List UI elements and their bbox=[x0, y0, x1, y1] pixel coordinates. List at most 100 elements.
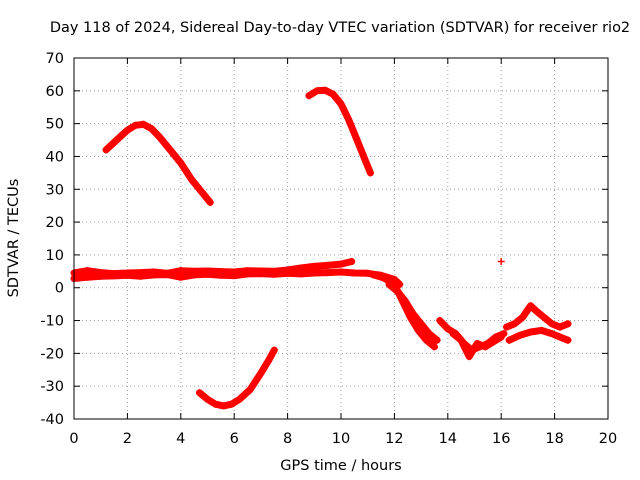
x-tick-label: 4 bbox=[176, 431, 185, 447]
data-point bbox=[110, 272, 118, 280]
data-point bbox=[353, 136, 361, 144]
y-tick-label: 70 bbox=[46, 51, 64, 67]
data-point bbox=[556, 323, 564, 331]
y-tick-label: 10 bbox=[46, 248, 64, 264]
x-tick-label: 20 bbox=[599, 431, 617, 447]
data-point bbox=[244, 270, 252, 278]
data-point bbox=[123, 271, 131, 279]
data-point bbox=[139, 120, 147, 128]
data-point bbox=[270, 346, 278, 354]
data-point bbox=[198, 189, 206, 197]
y-tick-label: 40 bbox=[46, 149, 64, 165]
data-point bbox=[385, 280, 393, 288]
y-tick-label: 0 bbox=[55, 281, 64, 297]
data-point bbox=[497, 333, 505, 341]
grid-lines bbox=[74, 58, 608, 419]
data-point bbox=[401, 297, 409, 305]
x-tick-label: 18 bbox=[545, 431, 563, 447]
data-point bbox=[150, 271, 158, 279]
data-point bbox=[564, 320, 572, 328]
data-point bbox=[83, 273, 91, 281]
x-tick-label: 14 bbox=[439, 431, 457, 447]
data-point bbox=[393, 287, 401, 295]
data-point bbox=[177, 273, 185, 281]
series-arc-peak-60 bbox=[305, 86, 374, 177]
x-tick-label: 10 bbox=[332, 431, 350, 447]
data-point bbox=[204, 395, 211, 403]
data-point bbox=[163, 271, 171, 279]
data-point bbox=[310, 262, 318, 270]
y-tick-label: -30 bbox=[40, 379, 64, 395]
data-point bbox=[369, 271, 377, 279]
data-point bbox=[155, 133, 163, 141]
data-point bbox=[564, 336, 572, 344]
x-tick-label: 6 bbox=[230, 431, 239, 447]
data-point bbox=[436, 317, 444, 325]
data-point bbox=[190, 271, 198, 279]
data-points bbox=[70, 86, 572, 410]
y-axis-label: SDTVAR / TECUs bbox=[6, 179, 22, 298]
data-point bbox=[147, 125, 155, 133]
data-point bbox=[212, 400, 220, 408]
data-point bbox=[527, 302, 535, 310]
data-point bbox=[131, 121, 139, 129]
series-lower-track-16-18h bbox=[505, 326, 572, 344]
series-trace bbox=[305, 86, 374, 177]
plot-frame bbox=[73, 57, 609, 420]
data-point bbox=[548, 320, 556, 328]
x-tick-label: 12 bbox=[385, 431, 403, 447]
data-point bbox=[246, 385, 254, 393]
x-axis-label: GPS time / hours bbox=[280, 458, 401, 474]
series-outlier bbox=[497, 257, 505, 265]
data-point bbox=[489, 338, 497, 346]
y-tick-label: 60 bbox=[46, 84, 64, 100]
y-tick-label: -10 bbox=[40, 314, 64, 330]
y-tick-label: 50 bbox=[46, 117, 64, 133]
data-point bbox=[97, 272, 105, 280]
series-arc-rising-peak-50 bbox=[102, 120, 214, 206]
data-point bbox=[345, 116, 353, 124]
data-point bbox=[329, 90, 337, 98]
data-point bbox=[166, 146, 174, 154]
data-point bbox=[310, 269, 318, 277]
data-point bbox=[481, 343, 489, 351]
data-point bbox=[430, 343, 438, 351]
data-point bbox=[177, 159, 185, 167]
data-point bbox=[532, 307, 540, 315]
data-point bbox=[505, 336, 513, 344]
data-point bbox=[511, 320, 519, 328]
x-tick-label: 16 bbox=[492, 431, 510, 447]
data-point bbox=[473, 340, 481, 348]
series-trace bbox=[102, 120, 214, 206]
data-point bbox=[519, 313, 527, 321]
data-point bbox=[409, 310, 417, 318]
data-point bbox=[204, 270, 211, 278]
series-trace bbox=[196, 346, 278, 410]
data-point bbox=[321, 86, 329, 94]
data-point bbox=[83, 267, 91, 275]
data-point bbox=[548, 330, 556, 338]
data-point bbox=[220, 402, 228, 410]
data-point bbox=[449, 330, 457, 338]
data-point bbox=[265, 356, 273, 364]
x-tick-label: 2 bbox=[123, 431, 132, 447]
data-point bbox=[113, 136, 121, 144]
data-point bbox=[503, 323, 511, 331]
data-point bbox=[324, 269, 332, 277]
series-decline-second-track bbox=[385, 280, 441, 344]
data-point bbox=[337, 260, 345, 268]
axis-ticks: 0 2 4 6 8 10 12 14 16 18 20 -40 -30 -20 -10 0 10 20 30 40 50… bbox=[40, 51, 617, 447]
data-point bbox=[284, 269, 292, 277]
data-point bbox=[217, 271, 225, 279]
data-point bbox=[433, 336, 441, 344]
x-tick-label: 8 bbox=[283, 431, 292, 447]
data-point bbox=[305, 92, 313, 100]
data-point bbox=[257, 270, 265, 278]
data-point bbox=[366, 169, 374, 177]
data-point bbox=[337, 268, 345, 276]
data-point bbox=[361, 156, 369, 164]
data-point bbox=[540, 313, 548, 321]
data-point bbox=[137, 272, 145, 280]
data-point bbox=[177, 267, 185, 275]
